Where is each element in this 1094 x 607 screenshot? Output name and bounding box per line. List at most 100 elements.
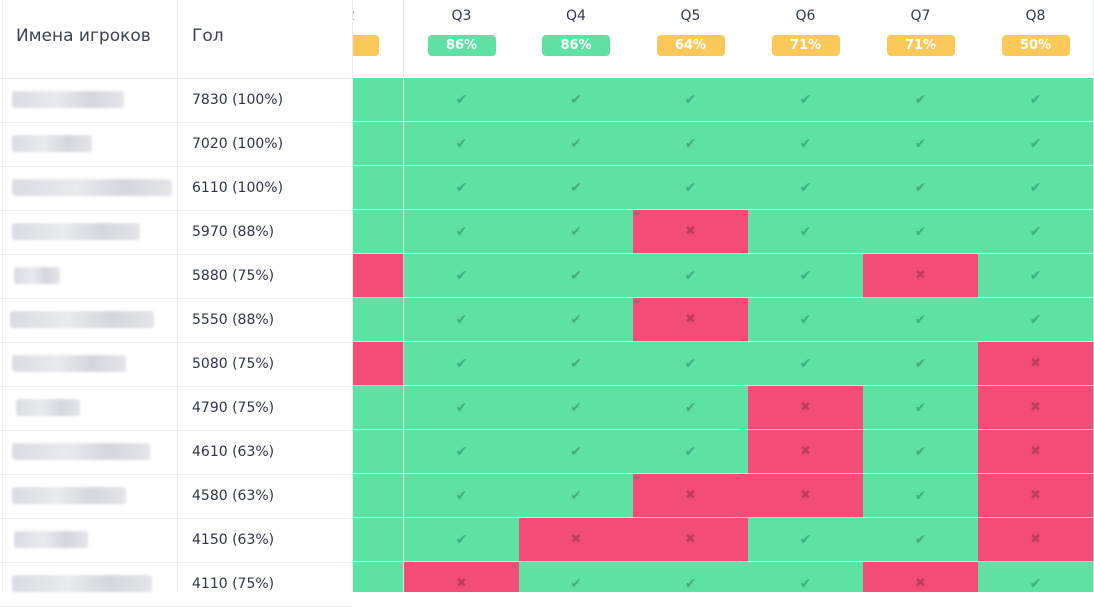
correct-answer-cell[interactable]: ✔ bbox=[633, 562, 749, 592]
correct-answer-cell[interactable]: ✔ bbox=[978, 254, 1094, 298]
wrong-answer-cell[interactable]: ✖ bbox=[633, 474, 749, 518]
player-row[interactable]: 5880 (75%) bbox=[0, 254, 352, 299]
wrong-answer-cell[interactable]: ✖ bbox=[978, 342, 1094, 386]
correct-answer-cell[interactable]: ✔ bbox=[404, 430, 520, 474]
player-names-header[interactable]: Имена игроков bbox=[16, 26, 151, 46]
correct-answer-cell[interactable]: ✔ bbox=[863, 474, 979, 518]
question-header-q8[interactable]: Q8 50% bbox=[978, 0, 1094, 79]
correct-answer-cell[interactable]: ✔ bbox=[519, 474, 634, 518]
correct-answer-cell[interactable]: ✔ bbox=[978, 166, 1094, 210]
player-row[interactable]: 4150 (63%) bbox=[0, 518, 352, 563]
correct-answer-cell[interactable]: ✔ bbox=[353, 78, 404, 122]
correct-answer-cell[interactable]: ✔ bbox=[519, 166, 634, 210]
correct-answer-cell[interactable]: ✔ bbox=[748, 518, 864, 562]
wrong-answer-cell[interactable]: ✖ bbox=[748, 474, 864, 518]
correct-answer-cell[interactable]: ✔ bbox=[748, 166, 864, 210]
player-row[interactable]: 6110 (100%) bbox=[0, 166, 352, 211]
player-row[interactable]: 7830 (100%) bbox=[0, 78, 352, 123]
correct-answer-cell[interactable]: ✔ bbox=[404, 342, 520, 386]
correct-answer-cell[interactable]: ✔ bbox=[863, 298, 979, 342]
wrong-answer-cell[interactable]: ✖ bbox=[978, 430, 1094, 474]
correct-answer-cell[interactable]: ✔ bbox=[633, 386, 749, 430]
correct-answer-cell[interactable]: ✔ bbox=[519, 342, 634, 386]
correct-answer-cell[interactable]: ✔ bbox=[978, 122, 1094, 166]
correct-answer-cell[interactable]: ✔ bbox=[978, 562, 1094, 592]
correct-answer-cell[interactable]: ✔ bbox=[404, 298, 520, 342]
correct-answer-cell[interactable]: ✔ bbox=[353, 122, 404, 166]
correct-answer-cell[interactable]: ✔ bbox=[404, 474, 520, 518]
player-row[interactable]: 4580 (63%) bbox=[0, 474, 352, 519]
correct-answer-cell[interactable]: ✔ bbox=[863, 386, 979, 430]
question-header-q7[interactable]: Q7 71% bbox=[863, 0, 979, 79]
correct-answer-cell[interactable]: ✔ bbox=[519, 78, 634, 122]
question-header-q3[interactable]: Q3 86% bbox=[404, 0, 520, 79]
correct-answer-cell[interactable]: ✔ bbox=[633, 342, 749, 386]
correct-answer-cell[interactable]: ✔ bbox=[863, 122, 979, 166]
wrong-answer-cell[interactable]: ✖ bbox=[863, 562, 979, 592]
player-row[interactable]: 5970 (88%) bbox=[0, 210, 352, 255]
question-header-q4[interactable]: Q4 86% bbox=[519, 0, 634, 79]
question-header-q6[interactable]: Q6 71% bbox=[748, 0, 864, 79]
correct-answer-cell[interactable]: ✔ bbox=[353, 210, 404, 254]
wrong-answer-cell[interactable]: ✖ bbox=[353, 342, 404, 386]
correct-answer-cell[interactable]: ✔ bbox=[519, 210, 634, 254]
wrong-answer-cell[interactable]: ✖ bbox=[404, 562, 520, 592]
wrong-answer-cell[interactable]: ✖ bbox=[353, 254, 404, 298]
correct-answer-cell[interactable]: ✔ bbox=[353, 166, 404, 210]
player-row[interactable]: 4110 (75%) bbox=[0, 562, 352, 607]
wrong-answer-cell[interactable]: ✖ bbox=[633, 210, 749, 254]
correct-answer-cell[interactable]: ✔ bbox=[748, 210, 864, 254]
correct-answer-cell[interactable]: ✔ bbox=[353, 518, 404, 562]
question-header-q2[interactable]: Q2% bbox=[353, 0, 404, 79]
correct-answer-cell[interactable]: ✔ bbox=[404, 78, 520, 122]
question-header-q5[interactable]: Q5 64% bbox=[633, 0, 749, 79]
correct-answer-cell[interactable]: ✔ bbox=[633, 78, 749, 122]
correct-answer-cell[interactable]: ✔ bbox=[633, 122, 749, 166]
wrong-answer-cell[interactable]: ✖ bbox=[978, 518, 1094, 562]
correct-answer-cell[interactable]: ✔ bbox=[404, 122, 520, 166]
correct-answer-cell[interactable]: ✔ bbox=[748, 342, 864, 386]
correct-answer-cell[interactable]: ✔ bbox=[748, 254, 864, 298]
correct-answer-cell[interactable]: ✔ bbox=[404, 166, 520, 210]
wrong-answer-cell[interactable]: ✖ bbox=[633, 518, 749, 562]
correct-answer-cell[interactable]: ✔ bbox=[748, 562, 864, 592]
correct-answer-cell[interactable]: ✔ bbox=[978, 298, 1094, 342]
correct-answer-cell[interactable]: ✔ bbox=[404, 386, 520, 430]
correct-answer-cell[interactable]: ✔ bbox=[748, 122, 864, 166]
goal-header[interactable]: Гол bbox=[192, 26, 224, 46]
wrong-answer-cell[interactable]: ✖ bbox=[978, 474, 1094, 518]
player-row[interactable]: 4610 (63%) bbox=[0, 430, 352, 475]
correct-answer-cell[interactable]: ✔ bbox=[633, 166, 749, 210]
correct-answer-cell[interactable]: ✔ bbox=[353, 562, 404, 592]
correct-answer-cell[interactable]: ✔ bbox=[863, 78, 979, 122]
wrong-answer-cell[interactable]: ✖ bbox=[978, 386, 1094, 430]
correct-answer-cell[interactable]: ✔ bbox=[353, 474, 404, 518]
player-row[interactable]: 5080 (75%) bbox=[0, 342, 352, 387]
correct-answer-cell[interactable]: ✔ bbox=[748, 78, 864, 122]
correct-answer-cell[interactable]: ✔ bbox=[353, 386, 404, 430]
correct-answer-cell[interactable]: ✔ bbox=[404, 518, 520, 562]
correct-answer-cell[interactable]: ✔ bbox=[519, 298, 634, 342]
correct-answer-cell[interactable]: ✔ bbox=[519, 122, 634, 166]
correct-answer-cell[interactable]: ✔ bbox=[863, 166, 979, 210]
player-row[interactable]: 4790 (75%) bbox=[0, 386, 352, 431]
correct-answer-cell[interactable]: ✔ bbox=[863, 210, 979, 254]
wrong-answer-cell[interactable]: ✖ bbox=[748, 386, 864, 430]
correct-answer-cell[interactable]: ✔ bbox=[519, 430, 634, 474]
correct-answer-cell[interactable]: ✔ bbox=[978, 78, 1094, 122]
correct-answer-cell[interactable]: ✔ bbox=[863, 342, 979, 386]
wrong-answer-cell[interactable]: ✖ bbox=[748, 430, 864, 474]
wrong-answer-cell[interactable]: ✖ bbox=[863, 254, 979, 298]
question-results-grid[interactable]: Q2%Q386%Q486%Q564%Q671%Q771%Q850%✔✔✔✔✔✔✔… bbox=[353, 0, 1094, 592]
correct-answer-cell[interactable]: ✔ bbox=[633, 430, 749, 474]
correct-answer-cell[interactable]: ✔ bbox=[748, 298, 864, 342]
correct-answer-cell[interactable]: ✔ bbox=[353, 298, 404, 342]
correct-answer-cell[interactable]: ✔ bbox=[519, 386, 634, 430]
correct-answer-cell[interactable]: ✔ bbox=[863, 518, 979, 562]
wrong-answer-cell[interactable]: ✖ bbox=[633, 298, 749, 342]
correct-answer-cell[interactable]: ✔ bbox=[978, 210, 1094, 254]
player-row[interactable]: 5550 (88%) bbox=[0, 298, 352, 343]
correct-answer-cell[interactable]: ✔ bbox=[863, 430, 979, 474]
wrong-answer-cell[interactable]: ✖ bbox=[519, 518, 634, 562]
correct-answer-cell[interactable]: ✔ bbox=[519, 254, 634, 298]
